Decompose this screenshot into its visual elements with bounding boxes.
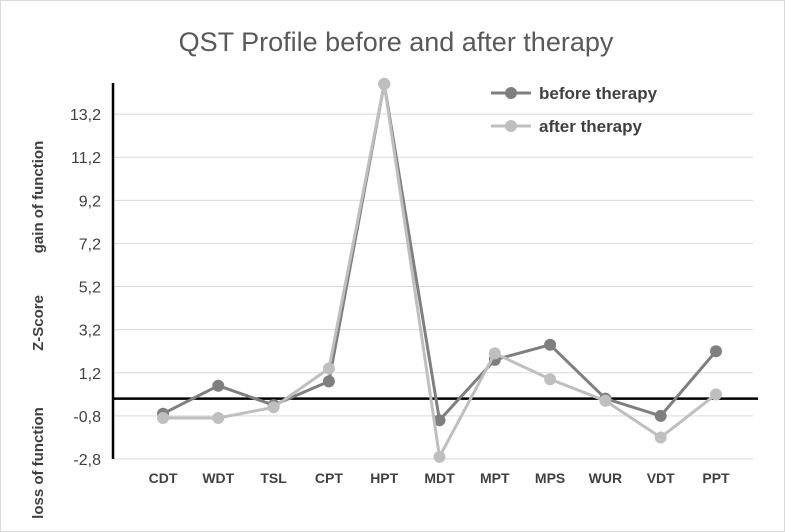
data-point: [212, 412, 225, 425]
y-tick-label: 13,2: [70, 107, 101, 124]
legend-item-before: before therapy: [491, 84, 658, 103]
y-tick-label: 3,2: [79, 323, 101, 340]
data-point: [654, 431, 667, 444]
legend-marker-before: [505, 87, 517, 99]
y-tick-label: 11,2: [71, 150, 101, 167]
y-tick-label: 5,2: [79, 280, 101, 297]
x-tick-label: VDT: [647, 470, 675, 486]
data-point: [433, 414, 446, 427]
y-tick-label: 7,2: [79, 236, 101, 253]
data-point: [599, 394, 612, 407]
x-tick-label: HPT: [370, 470, 398, 486]
legend-item-after: after therapy: [491, 117, 643, 136]
data-point: [378, 77, 391, 90]
data-point: [488, 347, 501, 360]
y-tick-labels: 13,2 11,2 9,2 7,2 5,2 3,2 1,2 -0,8 -2,8: [70, 107, 101, 469]
data-point: [267, 401, 280, 414]
x-tick-label: MPS: [535, 470, 565, 486]
x-tick-label: WUR: [589, 470, 622, 486]
x-tick-label: PPT: [702, 470, 730, 486]
data-point: [710, 388, 722, 401]
y-tick-label: -0,8: [73, 409, 101, 426]
legend-marker-after: [505, 120, 517, 132]
series-line: [163, 82, 717, 459]
legend-label-after: after therapy: [539, 117, 643, 136]
x-tick-label: TSL: [260, 470, 287, 486]
gridlines: [113, 113, 753, 460]
legend: before therapy after therapy: [491, 84, 658, 136]
legend-label-before: before therapy: [539, 84, 658, 103]
data-point: [544, 338, 557, 351]
y-tick-label: 1,2: [79, 366, 101, 383]
data-point: [710, 345, 722, 358]
x-tick-label: CDT: [149, 470, 178, 486]
data-point: [212, 379, 225, 392]
y-tick-label: 9,2: [79, 193, 101, 210]
x-tick-label: MPT: [480, 470, 510, 486]
data-point: [544, 373, 557, 386]
x-tick-label: MDT: [424, 470, 455, 486]
y-label-loss: loss of function: [30, 407, 47, 519]
x-tick-labels: CDT WDT TSL CPT HPT MDT MPT MPS WUR VDT PPT: [149, 470, 730, 486]
data-point: [322, 362, 335, 375]
data-point: [157, 412, 169, 425]
y-label-gain: gain of function: [30, 141, 47, 253]
y-label-zscore: Z-Score: [30, 295, 47, 351]
data-point: [322, 375, 335, 388]
x-tick-label: CPT: [315, 470, 343, 486]
series-after-therapy: [157, 77, 722, 463]
data-series: [157, 77, 722, 463]
x-tick-label: WDT: [202, 470, 234, 486]
data-point: [433, 450, 446, 463]
y-tick-label: -2,8: [73, 452, 101, 469]
data-point: [654, 409, 667, 422]
chart-title: QST Profile before and after therapy: [179, 27, 614, 57]
